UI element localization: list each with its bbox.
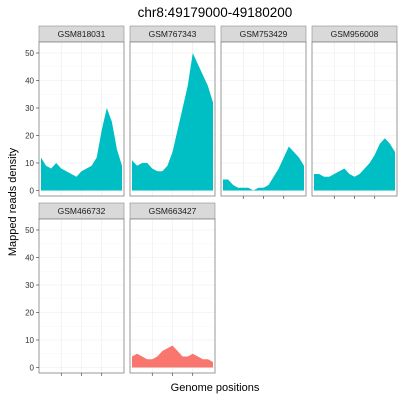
facet-strip-label: GSM767343 [149,29,197,39]
y-tick-label: 0 [30,364,35,373]
y-tick-label: 20 [25,309,34,318]
facet-strip-label: GSM663427 [149,206,197,216]
y-tick-label: 50 [25,226,34,235]
facet-panel-GSM663427: GSM663427 [130,203,215,376]
y-tick-label: 30 [25,281,34,290]
y-tick-label: 50 [25,49,34,58]
facet-strip-label: GSM466732 [58,206,106,216]
facet-strip-label: GSM956008 [331,29,379,39]
facet-strip-label: GSM753429 [240,29,288,39]
y-tick-label: 10 [25,159,34,168]
facet-panel-GSM956008: GSM956008 [312,26,397,199]
facet-strip-label: GSM818031 [58,29,106,39]
y-tick-label: 0 [30,187,35,196]
y-tick-label: 10 [25,336,34,345]
x-axis-label: Genome positions [171,382,260,394]
y-tick-label: 30 [25,104,34,113]
y-tick-label: 20 [25,132,34,141]
facet-panel-GSM818031: GSM818031 0 10 20 30 40 50 [25,26,124,196]
chart-title: chr8:49179000-49180200 [138,5,293,20]
y-tick-label: 40 [25,254,34,263]
facet-panel-GSM753429: GSM753429 [221,26,306,199]
y-axis-label: Mapped reads density [7,147,19,256]
y-tick-label: 40 [25,77,34,86]
facet-panel-GSM767343: GSM767343 [130,26,215,196]
facet-panel-GSM466732: GSM466732 0 10 20 30 40 50 [25,203,124,376]
panels-group: GSM818031 0 10 20 30 40 50 GSM767343 GSM753429 GS… [25,26,397,376]
